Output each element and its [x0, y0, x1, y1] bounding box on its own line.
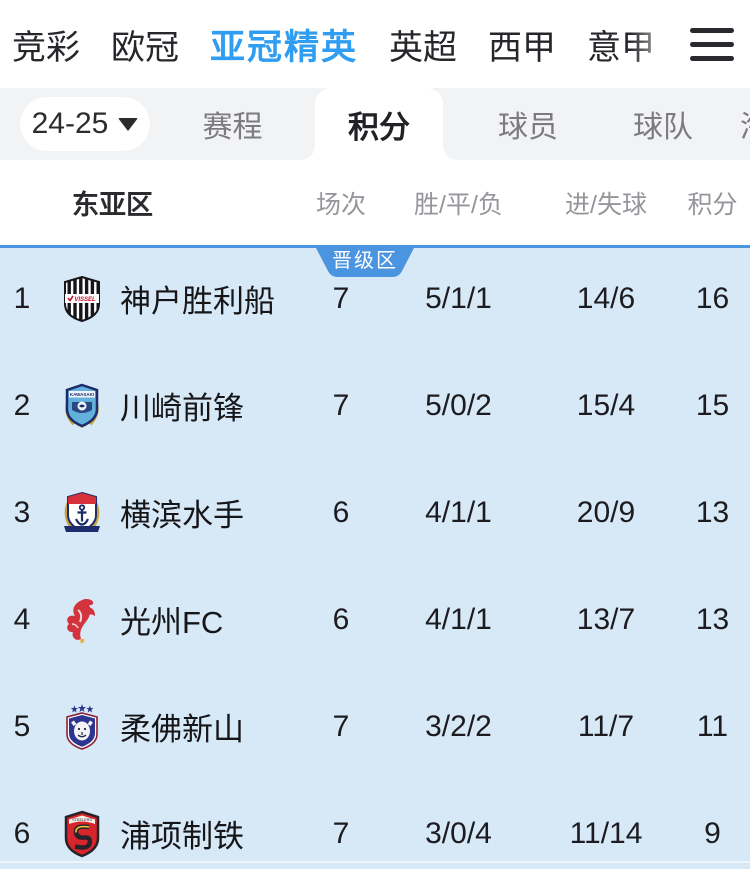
matches-played: 7: [332, 388, 350, 422]
points-header: 积分: [687, 190, 738, 219]
tab-standings[interactable]: 积分: [301, 88, 457, 160]
team-name: 浦项制铁: [120, 819, 244, 854]
goals-header: 进/失球: [565, 190, 647, 219]
points: 13: [695, 602, 730, 636]
rank: 6: [13, 816, 31, 850]
win-draw-loss: 5/0/2: [425, 388, 492, 422]
promotion-zone-border: [0, 245, 750, 248]
svg-text:STEELERS: STEELERS: [72, 818, 92, 822]
season-label: 24-25: [31, 107, 109, 140]
pohang-steelers-crest-icon: STEELERS: [44, 810, 120, 858]
table-row-pohang-steelers[interactable]: 6 STEELERS 浦项制铁 7 3/0/4 11/14 9: [0, 780, 750, 869]
promotion-zone-badge: 晋级区: [316, 248, 414, 277]
rank: 5: [13, 709, 31, 743]
team-name: 川崎前锋: [120, 391, 244, 426]
matches-played: 7: [332, 281, 350, 315]
nav-item-jingcai[interactable]: 竞彩: [12, 28, 80, 67]
goals-for-against: 11/7: [577, 709, 635, 743]
tab-players[interactable]: 球员: [498, 111, 558, 144]
promotion-zone: 晋级区 1 VISSEL 神户胜利船: [0, 245, 750, 869]
win-draw-loss: 4/1/1: [425, 495, 492, 529]
goals-for-against: 13/7: [576, 602, 636, 636]
caret-down-icon: [118, 117, 139, 131]
nav-item-xijia[interactable]: 西甲: [488, 28, 557, 67]
team-name: 柔佛新山: [120, 712, 244, 747]
nav-item-ouguan[interactable]: 欧冠: [111, 28, 179, 67]
vissel-kobe-crest-icon: VISSEL: [44, 275, 120, 323]
season-selector[interactable]: 24-25: [20, 97, 150, 151]
goals-for-against: 20/9: [576, 495, 636, 529]
matches-played: 6: [332, 495, 350, 529]
zone-header: 东亚区: [72, 190, 153, 220]
gwangju-fc-crest-icon: [44, 596, 120, 644]
team-name: 神户胜利船: [120, 284, 275, 319]
matches-played: 7: [332, 816, 350, 850]
matches-played: 6: [332, 602, 350, 636]
rank: 3: [13, 495, 31, 529]
yokohama-marinos-crest-icon: [44, 489, 120, 537]
win-draw-loss: 3/2/2: [425, 709, 492, 743]
rank: 2: [13, 388, 31, 422]
table-row-kawasaki-frontale[interactable]: 2 KAWASAKI 川崎前锋 7 5/0/2 15/4 15: [0, 352, 750, 459]
svg-text:VISSEL: VISSEL: [74, 297, 96, 303]
nav-fade: [630, 0, 750, 88]
points: 16: [695, 281, 730, 315]
section-tabs: 赛程 积分 球员 球队 淘: [150, 88, 750, 160]
matches-header: 场次: [315, 190, 366, 219]
points: 11: [696, 709, 729, 743]
table-row-gwangju-fc[interactable]: 4 光州FC 6 4/1/1 13/7 13: [0, 566, 750, 673]
johor-darul-tazim-crest-icon: [44, 703, 120, 751]
standings-header-row: 东亚区 场次 胜/平/负 进/失球 积分: [0, 160, 750, 245]
points: 9: [704, 816, 721, 850]
badge-shape: [316, 248, 414, 277]
sub-nav: 24-25 赛程 积分 球员 球队 淘: [0, 88, 750, 160]
points: 13: [695, 495, 730, 529]
kawasaki-frontale-crest-icon: KAWASAKI: [44, 382, 120, 430]
tab-schedule[interactable]: 赛程: [202, 111, 263, 144]
matches-played: 7: [332, 709, 350, 743]
win-draw-loss: 3/0/4: [425, 816, 492, 850]
team-name: 光州FC: [120, 605, 224, 640]
rank: 1: [13, 281, 31, 315]
goals-for-against: 11/14: [569, 816, 643, 850]
badge-label: 晋级区: [332, 250, 398, 272]
svg-text:KAWASAKI: KAWASAKI: [70, 392, 94, 397]
points: 15: [695, 388, 730, 422]
table-row-yokohama-marinos[interactable]: 3 横滨水手 6 4/1/1 20/9 13: [0, 459, 750, 566]
bottom-divider: [0, 861, 750, 863]
rank: 4: [13, 602, 31, 636]
team-name: 横滨水手: [120, 498, 244, 533]
table-row-johor-darul-tazim[interactable]: 5 柔佛新山 7 3/2/2 11/7 11: [0, 673, 750, 780]
tab-partial-clipped[interactable]: 淘: [713, 88, 750, 160]
wdl-header: 胜/平/负: [414, 190, 503, 219]
tab-teams[interactable]: 球队: [633, 111, 693, 144]
win-draw-loss: 4/1/1: [425, 602, 492, 636]
win-draw-loss: 5/1/1: [425, 281, 492, 315]
nav-item-yingchao[interactable]: 英超: [389, 28, 458, 67]
table-row-vissel-kobe[interactable]: 1 VISSEL 神户胜利船 7 5/1/1 14/6: [0, 245, 750, 352]
goals-for-against: 15/4: [576, 388, 636, 422]
top-nav: 竞彩 欧冠 亚冠精英 英超 西甲 意甲: [0, 0, 750, 88]
goals-for-against: 14/6: [576, 281, 636, 315]
nav-item-yaguan-jingying[interactable]: 亚冠精英: [210, 27, 359, 67]
hamburger-menu-icon[interactable]: [690, 24, 734, 65]
